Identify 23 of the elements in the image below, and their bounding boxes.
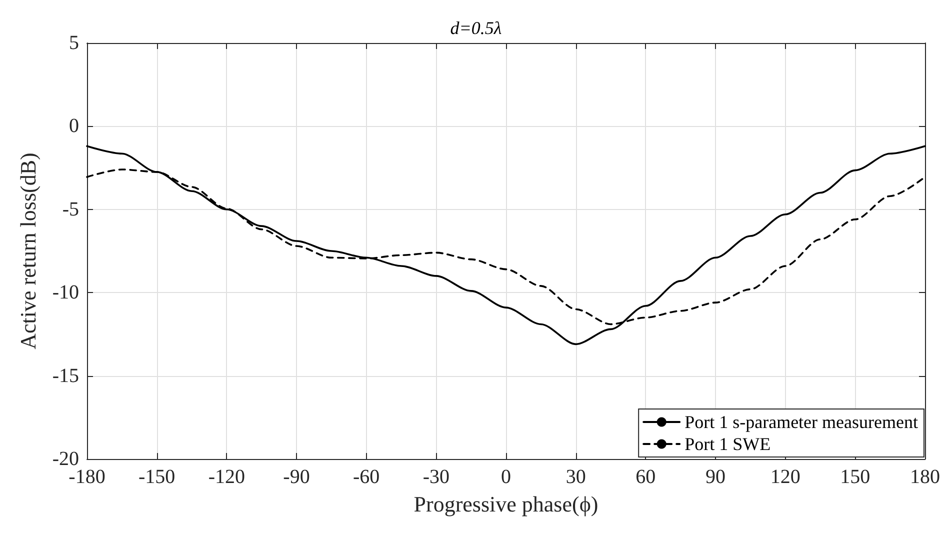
x-tick-label: 0 <box>501 466 511 488</box>
x-tick-label: 60 <box>636 466 656 488</box>
x-tick-label: 150 <box>840 466 870 488</box>
y-tick-label: -15 <box>52 364 79 387</box>
x-axis-title: Progressive phase(ϕ) <box>414 492 598 516</box>
chart-title: d=0.5λ <box>450 18 502 38</box>
x-tick-label: -30 <box>422 466 450 488</box>
legend-label: Port 1 SWE <box>684 434 771 454</box>
y-axis-title: Active return loss(dB) <box>16 152 40 350</box>
x-tick-label: -90 <box>283 466 310 488</box>
y-tick-label: 5 <box>69 32 79 54</box>
line-series <box>86 145 926 346</box>
x-tick-label: -120 <box>208 466 246 488</box>
legend-label: Port 1 s-parameter measurement <box>684 412 918 432</box>
x-tick-label: 180 <box>910 466 940 488</box>
y-tick-label: -10 <box>52 282 79 304</box>
x-tick-label: -60 <box>352 466 380 488</box>
y-tick-label: -5 <box>62 198 79 220</box>
x-tick-label: -150 <box>138 466 176 488</box>
x-tick-label: 120 <box>770 466 800 488</box>
y-tick-label: 0 <box>69 115 79 138</box>
x-tick-label: 90 <box>706 466 726 488</box>
x-tick-label: 30 <box>566 466 586 488</box>
